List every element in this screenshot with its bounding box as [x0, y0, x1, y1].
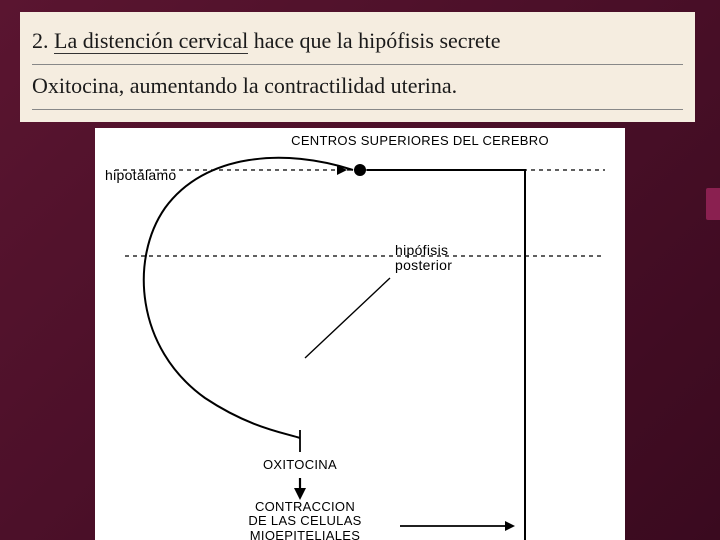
contraction-arrowhead [505, 521, 515, 531]
label-hipofisis-posterior: hipófisis posterior [395, 243, 495, 274]
diagram-svg [95, 128, 625, 540]
feedback-loop [144, 158, 353, 438]
pituitary-pointer [305, 278, 390, 358]
text-line-2: Oxitocina, aumentando la contractilidad … [32, 65, 683, 110]
right-descending-line [367, 170, 525, 540]
brain-center-dot [354, 164, 366, 176]
slide-accent [706, 188, 720, 220]
label-centros-superiores: CENTROS SUPERIORES DEL CEREBRO [250, 134, 590, 148]
line1-underlined: La distención cervical [54, 28, 248, 54]
label-contraccion: CONTRACCION DE LAS CELULAS MIOEPITELIALE… [210, 500, 400, 540]
text-line-1: 2. La distención cervical hace que la hi… [32, 20, 683, 65]
label-hipotalamo: hipotálamo [105, 168, 195, 183]
line1-prefix: 2. [32, 28, 54, 53]
line1-rest: hace que la hipófisis secrete [248, 28, 500, 53]
slide-text-block: 2. La distención cervical hace que la hi… [20, 12, 695, 122]
label-oxitocina: OXITOCINA [240, 458, 360, 472]
diagram-container: CENTROS SUPERIORES DEL CEREBRO hipotálam… [95, 128, 625, 540]
